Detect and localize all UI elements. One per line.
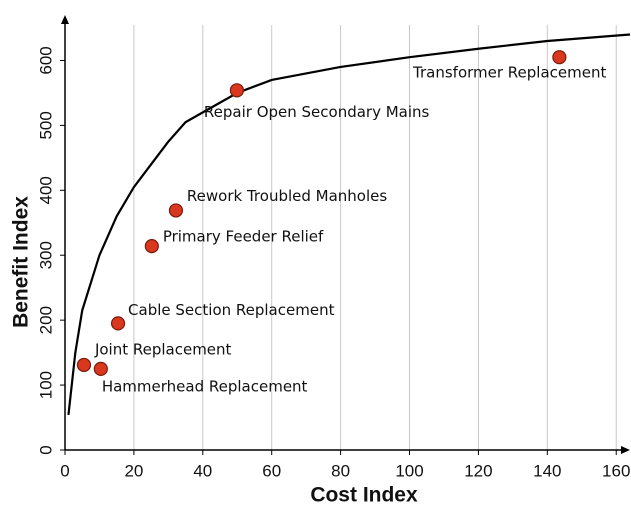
- point-label: Hammerhead Replacement: [102, 377, 308, 395]
- y-tick-label: 0: [36, 445, 55, 454]
- y-axis-arrow: [61, 15, 69, 24]
- y-tick-label: 100: [36, 371, 55, 399]
- data-point: [93, 361, 108, 376]
- y-tick-label: 400: [36, 176, 55, 204]
- curve: [67, 33, 631, 416]
- x-axis-label: Cost Index: [310, 484, 418, 507]
- y-tick-label: 200: [36, 306, 55, 334]
- x-axis-arrow: [621, 446, 630, 454]
- y-tick-label: 600: [36, 46, 55, 74]
- point-label: Primary Feeder Relief: [163, 228, 324, 246]
- point-label: Joint Replacement: [94, 340, 232, 358]
- point-label: Rework Troubled Manholes: [187, 187, 387, 205]
- data-point: [552, 50, 567, 65]
- x-tick-label: 160: [602, 461, 630, 480]
- data-point: [110, 316, 126, 331]
- y-tick-label: 300: [36, 241, 55, 269]
- data-point: [168, 203, 184, 218]
- x-tick-label: 0: [60, 461, 69, 480]
- x-tick-label: 40: [193, 461, 212, 480]
- x-tick-label: 140: [533, 461, 561, 480]
- point-label: Repair Open Secondary Mains: [204, 103, 430, 121]
- y-tick-label: 500: [36, 111, 55, 139]
- x-tick-label: 120: [464, 461, 492, 480]
- point-label: Cable Section Replacement: [128, 301, 335, 319]
- y-axis-label: Benefit Index: [10, 196, 33, 328]
- x-tick-label: 80: [331, 461, 350, 480]
- data-point: [144, 239, 159, 254]
- data-point: [76, 357, 92, 373]
- x-tick-label: 100: [395, 461, 423, 480]
- data-point: [229, 83, 245, 98]
- point-label: Transformer Replacement: [412, 64, 606, 82]
- x-tick-label: 20: [124, 461, 143, 480]
- x-tick-label: 60: [262, 461, 281, 480]
